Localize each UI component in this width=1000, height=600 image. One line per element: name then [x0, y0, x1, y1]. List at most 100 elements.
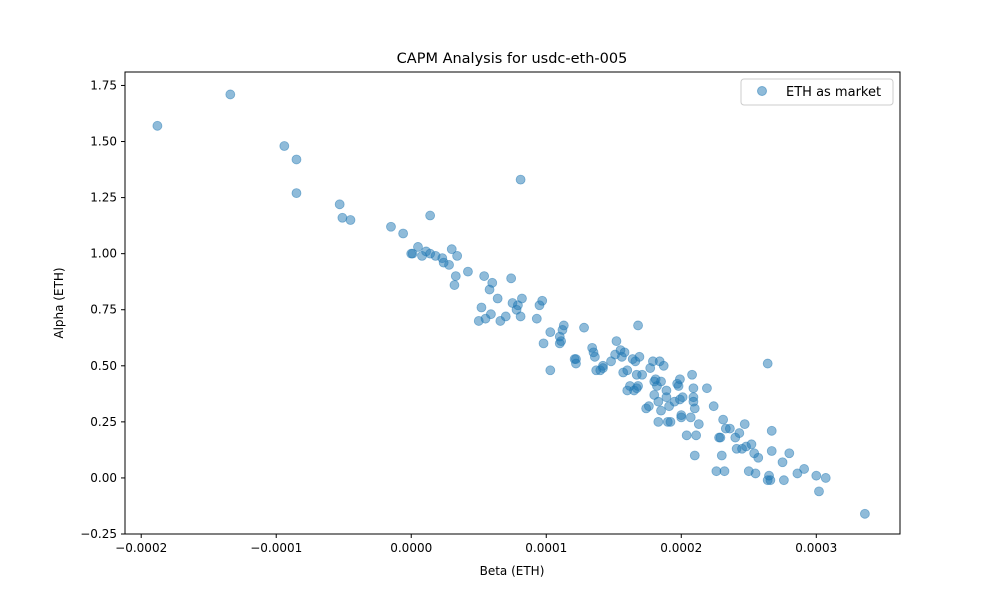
data-point-9 — [398, 228, 409, 239]
data-point-52 — [558, 320, 569, 331]
data-point-119 — [691, 430, 702, 441]
data-point-7 — [345, 215, 356, 225]
data-point-80 — [633, 320, 643, 331]
x-tick-label-4: 0.0002 — [660, 541, 702, 555]
data-point-79 — [633, 381, 643, 391]
data-point-113 — [687, 369, 697, 380]
data-point-29 — [487, 277, 498, 288]
data-point-149 — [778, 475, 789, 486]
data-point-82 — [634, 351, 645, 362]
data-point-46 — [538, 338, 549, 349]
data-point-53 — [556, 336, 567, 347]
data-point-43 — [531, 313, 542, 324]
y-tick-label-0: −0.25 — [80, 527, 117, 541]
data-point-2 — [279, 141, 290, 151]
data-point-11 — [515, 174, 526, 185]
data-point-147 — [766, 425, 777, 436]
data-point-85 — [643, 401, 654, 412]
data-point-156 — [860, 508, 870, 519]
legend: ETH as market — [740, 78, 894, 106]
data-point-37 — [500, 311, 511, 322]
data-point-118 — [689, 450, 700, 461]
y-tick-label-7: 1.50 — [90, 135, 117, 149]
data-point-125 — [715, 432, 726, 443]
data-point-155 — [820, 473, 831, 483]
data-point-25 — [449, 280, 460, 290]
y-tick-label-1: 0.00 — [90, 471, 117, 485]
y-tick-label-5: 1.00 — [90, 247, 117, 261]
data-point-26 — [463, 266, 473, 277]
data-point-138 — [746, 439, 757, 450]
data-point-151 — [792, 468, 803, 479]
x-tick-label-3: 0.0001 — [525, 541, 567, 555]
data-point-150 — [784, 448, 795, 459]
data-point-106 — [675, 374, 685, 385]
data-point-23 — [452, 250, 463, 261]
data-point-92 — [653, 396, 664, 407]
data-point-122 — [708, 401, 719, 412]
data-point-42 — [515, 311, 526, 322]
data-point-130 — [724, 423, 735, 434]
x-tick-label-0: −0.0002 — [115, 541, 167, 555]
data-point-56 — [571, 354, 581, 364]
data-point-142 — [762, 358, 773, 369]
data-point-146 — [766, 446, 777, 456]
data-point-96 — [656, 405, 666, 416]
data-point-140 — [750, 468, 761, 479]
data-point-97 — [658, 360, 669, 371]
data-point-120 — [693, 419, 704, 430]
data-point-154 — [814, 486, 824, 497]
data-point-123 — [711, 466, 722, 477]
data-point-64 — [598, 360, 608, 371]
data-point-121 — [702, 383, 712, 394]
data-point-13 — [407, 248, 418, 259]
data-point-47 — [545, 327, 556, 338]
legend-label: ETH as market — [786, 85, 881, 100]
data-point-141 — [753, 452, 764, 463]
y-tick-label-2: 0.25 — [90, 415, 117, 429]
y-axis: −0.25 0.00 0.25 0.50 0.75 1.00 1.25 1.50 1.75 — [80, 78, 125, 541]
y-tick-label-6: 1.25 — [90, 191, 117, 205]
data-point-48 — [545, 365, 556, 376]
data-point-8 — [386, 221, 396, 232]
legend-box — [740, 78, 894, 106]
plot-frame — [124, 71, 901, 535]
data-point-117 — [689, 403, 700, 414]
data-point-22 — [446, 244, 457, 255]
data-point-145 — [765, 475, 776, 486]
data-point-83 — [637, 369, 648, 380]
data-point-1 — [225, 89, 236, 100]
data-point-71 — [619, 347, 630, 358]
data-point-0 — [152, 120, 163, 131]
data-point-4 — [291, 188, 302, 199]
data-point-112 — [685, 412, 696, 423]
data-point-45 — [537, 295, 548, 306]
x-tick-label-1: −0.0001 — [250, 541, 302, 555]
data-point-30 — [506, 273, 517, 284]
data-point-10 — [425, 210, 436, 221]
data-point-6 — [337, 212, 348, 223]
data-point-152 — [799, 464, 810, 474]
data-point-99 — [661, 392, 672, 403]
y-tick-label-4: 0.75 — [90, 303, 117, 317]
x-axis: −0.0002 −0.0001 0.0000 0.0001 0.0002 0.0003 — [115, 534, 837, 555]
points-layer — [152, 89, 870, 519]
data-point-57 — [579, 322, 589, 333]
data-point-72 — [622, 365, 633, 376]
y-tick-label-8: 1.75 — [90, 78, 117, 92]
data-point-126 — [716, 450, 727, 461]
data-point-111 — [681, 430, 692, 441]
data-point-67 — [611, 336, 622, 347]
data-point-128 — [719, 466, 730, 477]
x-axis-label: Beta (ETH) — [480, 564, 545, 578]
data-point-41 — [517, 293, 527, 304]
data-point-93 — [653, 416, 664, 427]
data-point-24 — [450, 271, 461, 281]
chart-title: CAPM Analysis for usdc-eth-005 — [397, 51, 628, 67]
data-point-102 — [665, 416, 676, 427]
data-point-27 — [479, 271, 490, 281]
data-point-35 — [473, 316, 484, 326]
y-axis-label: Alpha (ETH) — [52, 267, 66, 338]
